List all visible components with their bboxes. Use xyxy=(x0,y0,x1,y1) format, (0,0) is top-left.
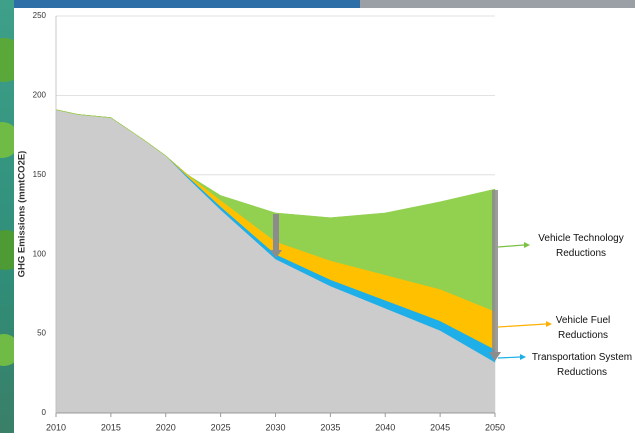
annotation: Transportation System Reductions xyxy=(525,350,635,380)
annotation: Vehicle Technology Reductions xyxy=(528,231,634,261)
x-tick-label: 2040 xyxy=(375,422,395,432)
y-tick-label: 250 xyxy=(33,11,47,20)
x-tick-label: 2010 xyxy=(46,422,66,432)
x-tick-label: 2035 xyxy=(320,422,340,432)
x-tick-label: 2050 xyxy=(485,422,505,432)
y-tick-label: 100 xyxy=(33,249,47,258)
x-tick-label: 2045 xyxy=(430,422,450,432)
x-tick-label: 2025 xyxy=(211,422,231,432)
x-tick-label: 2020 xyxy=(156,422,176,432)
y-tick-label: 150 xyxy=(33,170,47,179)
y-tick-label: 50 xyxy=(37,329,46,338)
x-tick-label: 2030 xyxy=(265,422,285,432)
y-tick-label: 0 xyxy=(42,408,47,417)
y-tick-label: 200 xyxy=(33,91,47,100)
x-tick-label: 2015 xyxy=(101,422,121,432)
page: {"chart_data": {"type": "stacked-area", … xyxy=(0,0,635,433)
annotation: Vehicle Fuel Reductions xyxy=(540,313,626,343)
y-axis-title: GHG Emissions (mmtCO2E) xyxy=(17,151,28,278)
